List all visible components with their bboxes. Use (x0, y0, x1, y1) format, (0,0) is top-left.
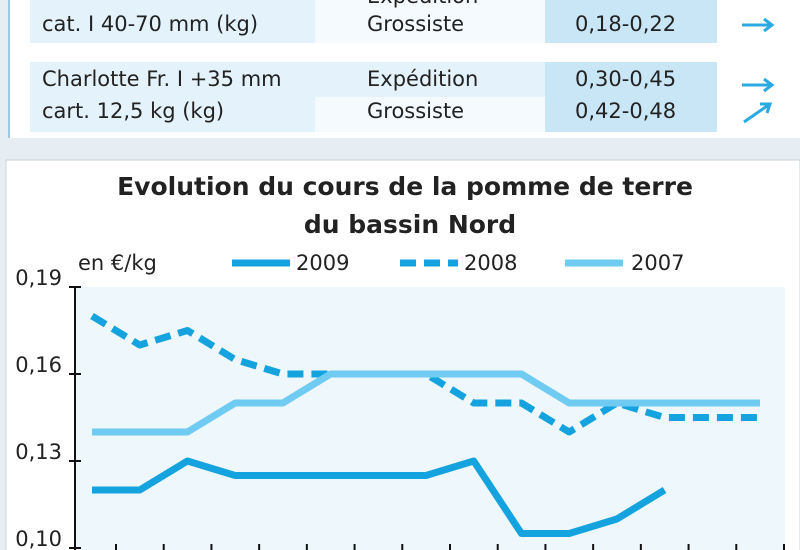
series-line (90, 313, 760, 436)
table-border (8, 0, 10, 138)
chart-title: du bassin Nord (304, 210, 516, 239)
product-name: cart. 12,5 kg (kg) (42, 99, 224, 123)
legend-label: 2007 (631, 251, 684, 275)
price: 0,42-0,48 (575, 99, 676, 123)
y-tick-label: 0,10 (15, 527, 62, 550)
market: Expédition (367, 0, 478, 8)
market: Expédition (367, 67, 478, 91)
series-line (92, 370, 760, 436)
price: 0,30-0,45 (575, 67, 676, 91)
y-tick-label: 0,19 (15, 266, 62, 290)
legend-label: 2008 (464, 251, 517, 275)
market: Grossiste (367, 12, 464, 36)
price: 0,18-0,22 (575, 12, 676, 36)
trend-arrows (742, 17, 775, 124)
trend-arrow (742, 17, 775, 33)
price-bg (545, 62, 717, 132)
price-bg (545, 0, 717, 43)
legend-label: 2009 (296, 251, 349, 275)
product-name: cat. I 40-70 mm (kg) (42, 12, 258, 36)
market-bg (315, 97, 545, 132)
trend-arrow (743, 102, 773, 124)
market: Grossiste (367, 99, 464, 123)
series-line (92, 457, 667, 537)
table-rows: cat. I 40-70 mm (kg) Expédition Grossiste 0… (42, 0, 676, 123)
y-tick-label: 0,13 (15, 440, 62, 464)
y-tick-label: 0,16 (15, 353, 62, 377)
y-axis-label: en €/kg (78, 251, 157, 275)
trend-arrow (742, 77, 775, 93)
product-name: Charlotte Fr. I +35 mm (42, 67, 282, 91)
market-bg (315, 0, 545, 43)
chart-title: Evolution du cours de la pomme de terre (117, 172, 693, 201)
